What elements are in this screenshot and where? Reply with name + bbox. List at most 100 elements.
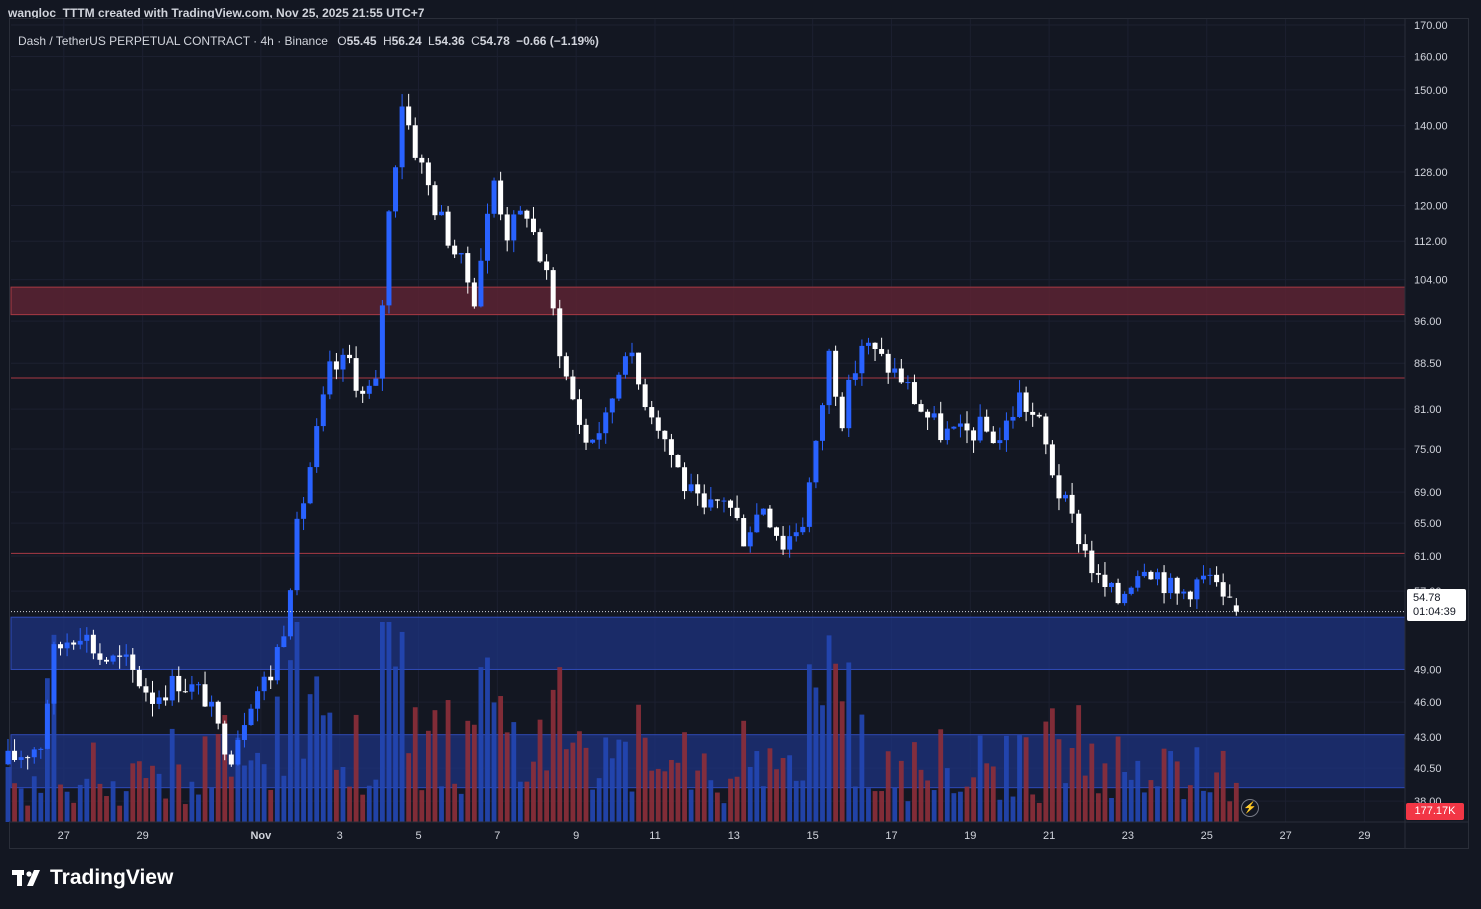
candle-body	[287, 590, 293, 637]
candle-body	[524, 210, 530, 219]
volume-bar	[787, 755, 793, 822]
volume-bar	[366, 785, 372, 822]
volume-bar	[64, 791, 70, 822]
volume-bar	[491, 702, 497, 822]
symbol-label[interactable]: Dash / TetherUS PERPETUAL CONTRACT · 4h …	[18, 34, 328, 48]
volume-bar	[294, 622, 300, 822]
volume-bar	[117, 805, 123, 822]
candle-body	[294, 518, 300, 591]
volume-bar	[156, 773, 162, 822]
candle-body	[465, 253, 471, 283]
candle-body	[195, 684, 201, 686]
volume-bar	[150, 765, 155, 822]
volume-bar	[931, 790, 937, 822]
time-tick-label: 9	[573, 830, 579, 842]
volume-bar	[944, 768, 950, 822]
candle-body	[130, 654, 136, 670]
open-label: O	[337, 34, 347, 48]
volume-bar	[958, 791, 963, 822]
volume-bar	[84, 778, 90, 822]
volume-bar	[708, 780, 714, 822]
volume-bar	[1155, 786, 1160, 822]
volume-bar	[1128, 779, 1134, 822]
candle-body	[419, 157, 425, 163]
volume-bar	[1109, 798, 1114, 822]
candle-body	[320, 394, 326, 427]
chart-attribution: wangloc_TTTM created with TradingView.co…	[8, 6, 425, 20]
volume-bar	[406, 753, 412, 822]
candle-body	[609, 398, 615, 413]
volume-bar	[577, 731, 582, 822]
volume-bar	[833, 663, 839, 822]
volume-bar	[859, 714, 865, 822]
volume-bar	[1036, 802, 1042, 822]
candle-body	[12, 750, 18, 761]
volume-bar	[274, 696, 280, 822]
volume-bar	[1030, 794, 1036, 822]
volume-bar	[662, 771, 668, 822]
candle-body	[728, 500, 734, 508]
candle-body	[123, 654, 129, 657]
candle-body	[826, 350, 832, 406]
volume-bar	[642, 737, 648, 822]
volume-bar	[1076, 705, 1082, 822]
candle-body	[307, 467, 313, 504]
time-tick-label: 27	[1279, 830, 1291, 842]
candle-body	[813, 440, 819, 483]
volume-bar	[1102, 763, 1108, 822]
volume-bar	[590, 789, 595, 822]
candle-body	[189, 684, 195, 692]
time-tick-label: 27	[58, 830, 70, 842]
volume-bar	[110, 781, 116, 822]
candle-body	[406, 106, 412, 126]
candle-body	[5, 750, 11, 765]
candle-body	[714, 499, 720, 501]
candle-body	[833, 350, 839, 397]
candle-body	[570, 376, 576, 400]
price-tick-label: 112.00	[1414, 236, 1447, 248]
candle-body	[1109, 582, 1115, 587]
volume-bar	[866, 788, 871, 822]
candle-body	[425, 162, 431, 186]
time-tick-label: Nov	[250, 830, 272, 842]
candle-body	[1010, 416, 1016, 421]
volume-bar	[1181, 799, 1187, 822]
candle-body	[675, 454, 681, 468]
candle-body	[439, 211, 445, 216]
candle-body	[261, 676, 267, 692]
volume-bar	[228, 776, 234, 822]
volume-bar	[1135, 760, 1141, 822]
candle-body	[859, 345, 865, 374]
candle-body	[445, 211, 451, 246]
volume-bar	[38, 792, 44, 822]
price-tick-label: 88.50	[1414, 358, 1442, 370]
candle-body	[241, 725, 247, 740]
volume-bar	[136, 761, 142, 822]
volume-bar	[544, 770, 550, 822]
volume-bar	[143, 778, 149, 822]
volume-bar	[820, 705, 825, 822]
candle-body	[1082, 544, 1088, 551]
volume-bar	[1227, 801, 1233, 822]
volume-bar	[379, 622, 385, 822]
candle-body	[898, 368, 904, 383]
candle-body	[1036, 414, 1042, 417]
lightning-icon[interactable]: ⚡	[1241, 799, 1259, 817]
candle-body	[215, 701, 221, 724]
volume-bar	[741, 720, 747, 822]
candle-body	[734, 507, 740, 519]
volume-bar	[1089, 743, 1095, 822]
candle-body	[484, 213, 490, 261]
price-tick-label: 81.00	[1414, 404, 1442, 416]
volume-bar	[478, 667, 484, 822]
volume-bar	[281, 775, 287, 822]
price-tick-label: 104.00	[1414, 275, 1448, 287]
candle-body	[1168, 577, 1174, 594]
candle-body	[1056, 475, 1062, 499]
volume-bar	[1069, 748, 1075, 822]
time-tick-label: 3	[337, 830, 343, 842]
candle-body	[885, 353, 891, 373]
volume-bar	[182, 804, 188, 822]
close-value: 54.78	[479, 34, 510, 48]
